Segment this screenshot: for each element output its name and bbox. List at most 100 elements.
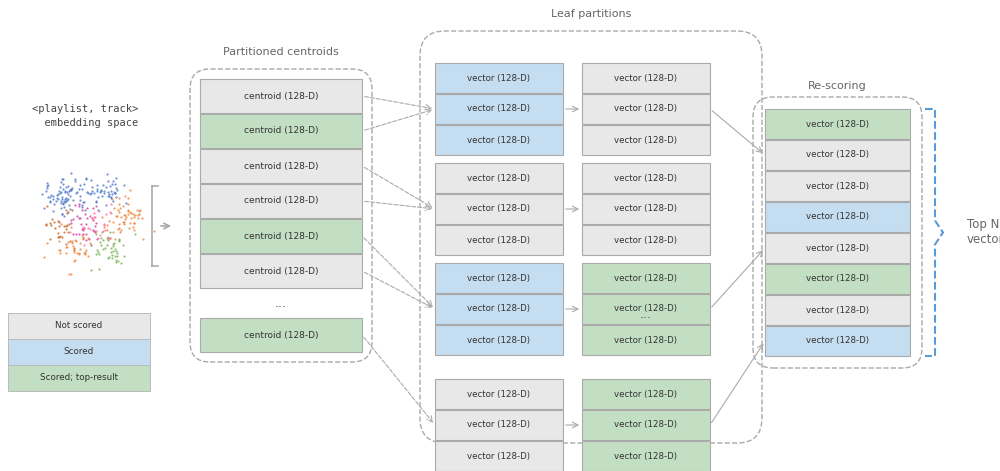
Point: [58, 222, 74, 229]
Point: [34, 191, 50, 198]
Point: [117, 215, 133, 222]
Text: vector (128-D): vector (128-D): [614, 173, 678, 182]
FancyBboxPatch shape: [765, 202, 910, 232]
Point: [101, 253, 117, 260]
Point: [108, 184, 124, 192]
Point: [103, 195, 119, 202]
Point: [53, 178, 69, 186]
FancyBboxPatch shape: [435, 163, 563, 193]
Point: [44, 215, 60, 223]
FancyBboxPatch shape: [582, 63, 710, 93]
Point: [120, 210, 136, 218]
Text: vector (128-D): vector (128-D): [467, 204, 530, 213]
Point: [54, 233, 70, 241]
Point: [102, 235, 118, 242]
Point: [90, 193, 106, 201]
Point: [66, 249, 82, 256]
FancyBboxPatch shape: [200, 184, 362, 218]
Point: [51, 219, 67, 226]
Point: [105, 228, 121, 236]
Point: [92, 231, 108, 238]
Text: vector (128-D): vector (128-D): [614, 236, 678, 244]
Point: [73, 220, 89, 228]
Point: [96, 221, 112, 229]
Point: [76, 249, 92, 256]
Point: [99, 235, 115, 242]
Point: [89, 235, 105, 243]
FancyBboxPatch shape: [8, 365, 150, 391]
Point: [106, 188, 122, 196]
Point: [111, 238, 127, 245]
Point: [45, 192, 61, 200]
Point: [95, 245, 111, 253]
Point: [106, 204, 122, 212]
Point: [59, 188, 75, 196]
FancyBboxPatch shape: [765, 140, 910, 170]
Text: vector (128-D): vector (128-D): [467, 452, 530, 461]
Point: [59, 209, 75, 217]
Point: [71, 214, 87, 222]
Text: vector (128-D): vector (128-D): [467, 421, 530, 430]
Point: [86, 213, 102, 221]
Point: [60, 208, 76, 215]
Point: [58, 250, 74, 257]
Point: [39, 182, 55, 190]
Point: [105, 247, 121, 255]
Point: [105, 241, 121, 248]
Point: [68, 189, 84, 197]
Point: [83, 176, 99, 183]
Point: [99, 241, 115, 249]
Point: [115, 202, 131, 210]
Point: [62, 187, 78, 194]
Point: [126, 213, 142, 221]
Text: Not scored: Not scored: [55, 322, 103, 331]
Point: [42, 219, 58, 227]
Point: [51, 237, 67, 245]
Point: [113, 213, 129, 220]
FancyBboxPatch shape: [582, 94, 710, 124]
Point: [118, 213, 134, 220]
FancyBboxPatch shape: [582, 163, 710, 193]
Text: vector (128-D): vector (128-D): [614, 335, 678, 344]
Point: [107, 180, 123, 188]
Point: [39, 203, 55, 210]
Point: [64, 239, 80, 247]
Point: [92, 188, 108, 196]
Point: [72, 239, 88, 246]
Point: [50, 218, 66, 225]
Point: [71, 230, 87, 237]
Point: [90, 235, 106, 242]
Point: [60, 190, 76, 198]
Point: [104, 195, 120, 203]
Point: [74, 225, 90, 233]
Text: vector (128-D): vector (128-D): [467, 274, 530, 283]
Point: [82, 190, 98, 198]
Point: [135, 235, 151, 243]
Point: [40, 182, 56, 189]
Point: [80, 189, 96, 196]
Point: [85, 204, 101, 211]
Point: [54, 210, 70, 218]
Text: vector (128-D): vector (128-D): [614, 274, 678, 283]
Text: vector (128-D): vector (128-D): [467, 335, 530, 344]
Point: [123, 209, 139, 217]
Point: [46, 219, 62, 226]
Text: centroid (128-D): centroid (128-D): [244, 127, 318, 136]
Point: [50, 195, 66, 203]
FancyBboxPatch shape: [200, 219, 362, 253]
Text: centroid (128-D): centroid (128-D): [244, 91, 318, 100]
Point: [58, 184, 74, 191]
FancyBboxPatch shape: [765, 109, 910, 139]
FancyBboxPatch shape: [582, 263, 710, 293]
Point: [94, 213, 110, 221]
Point: [76, 198, 92, 206]
Point: [126, 219, 142, 227]
Point: [63, 223, 79, 231]
Text: vector (128-D): vector (128-D): [614, 304, 678, 314]
Point: [49, 191, 65, 198]
Point: [111, 236, 127, 244]
Point: [125, 223, 141, 231]
Point: [77, 207, 93, 214]
Point: [93, 242, 109, 249]
Point: [54, 175, 70, 182]
